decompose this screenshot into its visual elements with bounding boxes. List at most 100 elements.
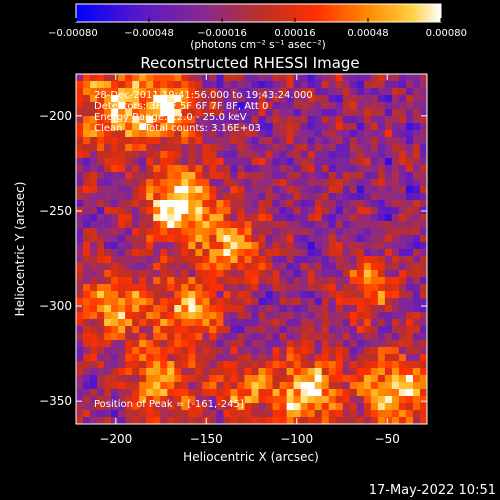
- heatmap-cell: [195, 137, 203, 145]
- heatmap-cell: [363, 102, 372, 110]
- heatmap-cell: [139, 221, 147, 229]
- heatmap-cell: [356, 186, 365, 194]
- heatmap-cell: [167, 109, 175, 117]
- heatmap-cell: [370, 298, 379, 306]
- heatmap-cell: [132, 151, 140, 159]
- heatmap-cell: [300, 396, 308, 404]
- heatmap-cell: [139, 305, 147, 313]
- heatmap-cell: [104, 214, 112, 222]
- heatmap-cell: [90, 375, 98, 383]
- heatmap-cell: [321, 228, 330, 236]
- heatmap-cell: [321, 235, 330, 243]
- heatmap-cell: [90, 270, 98, 278]
- heatmap-cell: [237, 347, 245, 355]
- heatmap-cell: [181, 158, 189, 166]
- heatmap-cell: [83, 389, 91, 397]
- heatmap-cell: [321, 375, 330, 383]
- heatmap-cell: [398, 396, 407, 404]
- heatmap-cell: [90, 137, 98, 145]
- heatmap-cell: [118, 165, 126, 173]
- heatmap-cell: [419, 235, 427, 243]
- heatmap-cell: [209, 389, 217, 397]
- heatmap-cell: [97, 109, 105, 117]
- heatmap-cell: [104, 263, 112, 271]
- heatmap-cell: [342, 326, 351, 334]
- heatmap-cell: [223, 284, 231, 292]
- heatmap-cell: [307, 179, 315, 187]
- heatmap-cell: [251, 396, 259, 404]
- heatmap-cell: [370, 144, 379, 152]
- heatmap-cell: [405, 130, 414, 138]
- heatmap-cell: [97, 277, 105, 285]
- heatmap-cell: [167, 81, 175, 89]
- heatmap-cell: [258, 305, 266, 313]
- heatmap-cell: [209, 116, 217, 124]
- heatmap-cell: [118, 151, 126, 159]
- heatmap-cell: [90, 172, 98, 180]
- heatmap-cell: [419, 158, 427, 166]
- heatmap-cell: [181, 298, 189, 306]
- heatmap-cell: [76, 319, 84, 327]
- heatmap-cell: [223, 102, 231, 110]
- heatmap-cell: [188, 200, 196, 208]
- heatmap-cell: [174, 375, 182, 383]
- heatmap-cell: [314, 340, 322, 348]
- heatmap-cell: [181, 333, 189, 341]
- heatmap-cell: [300, 186, 308, 194]
- heatmap-cell: [83, 179, 91, 187]
- heatmap-cell: [244, 277, 252, 285]
- heatmap-cell: [265, 228, 273, 236]
- heatmap-cell: [377, 347, 386, 355]
- heatmap-cell: [97, 354, 105, 362]
- heatmap-cell: [83, 228, 91, 236]
- heatmap-cell: [153, 354, 161, 362]
- heatmap-cell: [300, 333, 308, 341]
- heatmap-cell: [209, 137, 217, 145]
- heatmap-cell: [314, 158, 322, 166]
- heatmap-cell: [251, 144, 259, 152]
- heatmap-cell: [181, 256, 189, 264]
- heatmap-cell: [125, 361, 133, 369]
- heatmap-cell: [286, 403, 294, 411]
- heatmap-cell: [370, 200, 379, 208]
- heatmap-cell: [265, 312, 273, 320]
- heatmap-cell: [244, 354, 252, 362]
- heatmap-cell: [405, 200, 414, 208]
- heatmap-cell: [167, 291, 175, 299]
- heatmap-cell: [419, 102, 427, 110]
- heatmap-cell: [258, 228, 266, 236]
- heatmap-cell: [83, 361, 91, 369]
- heatmap-cell: [139, 88, 147, 96]
- heatmap-cell: [265, 200, 273, 208]
- heatmap-cell: [118, 158, 126, 166]
- heatmap-cell: [363, 319, 372, 327]
- heatmap-cell: [335, 228, 344, 236]
- heatmap-cell: [300, 221, 308, 229]
- heatmap-cell: [356, 263, 365, 271]
- heatmap-cell: [160, 382, 168, 390]
- heatmap-cell: [307, 109, 315, 117]
- heatmap-cell: [321, 186, 330, 194]
- heatmap-cell: [293, 270, 301, 278]
- heatmap-cell: [244, 375, 252, 383]
- heatmap-cell: [209, 193, 217, 201]
- heatmap-cell: [265, 193, 273, 201]
- heatmap-cell: [251, 130, 259, 138]
- heatmap-cell: [342, 319, 351, 327]
- heatmap-cell: [146, 270, 154, 278]
- heatmap-cell: [160, 417, 168, 424]
- heatmap-cell: [251, 361, 259, 369]
- heatmap-cell: [118, 200, 126, 208]
- heatmap-cell: [384, 144, 393, 152]
- heatmap-cell: [419, 326, 427, 334]
- heatmap-cell: [398, 123, 407, 131]
- heatmap-cell: [377, 403, 386, 411]
- heatmap-cell: [251, 228, 259, 236]
- heatmap-cell: [188, 270, 196, 278]
- heatmap-cell: [104, 389, 112, 397]
- heatmap-cell: [111, 144, 119, 152]
- heatmap-cell: [202, 333, 210, 341]
- heatmap-cell: [293, 88, 301, 96]
- heatmap-cell: [125, 396, 133, 404]
- heatmap-cell: [244, 319, 252, 327]
